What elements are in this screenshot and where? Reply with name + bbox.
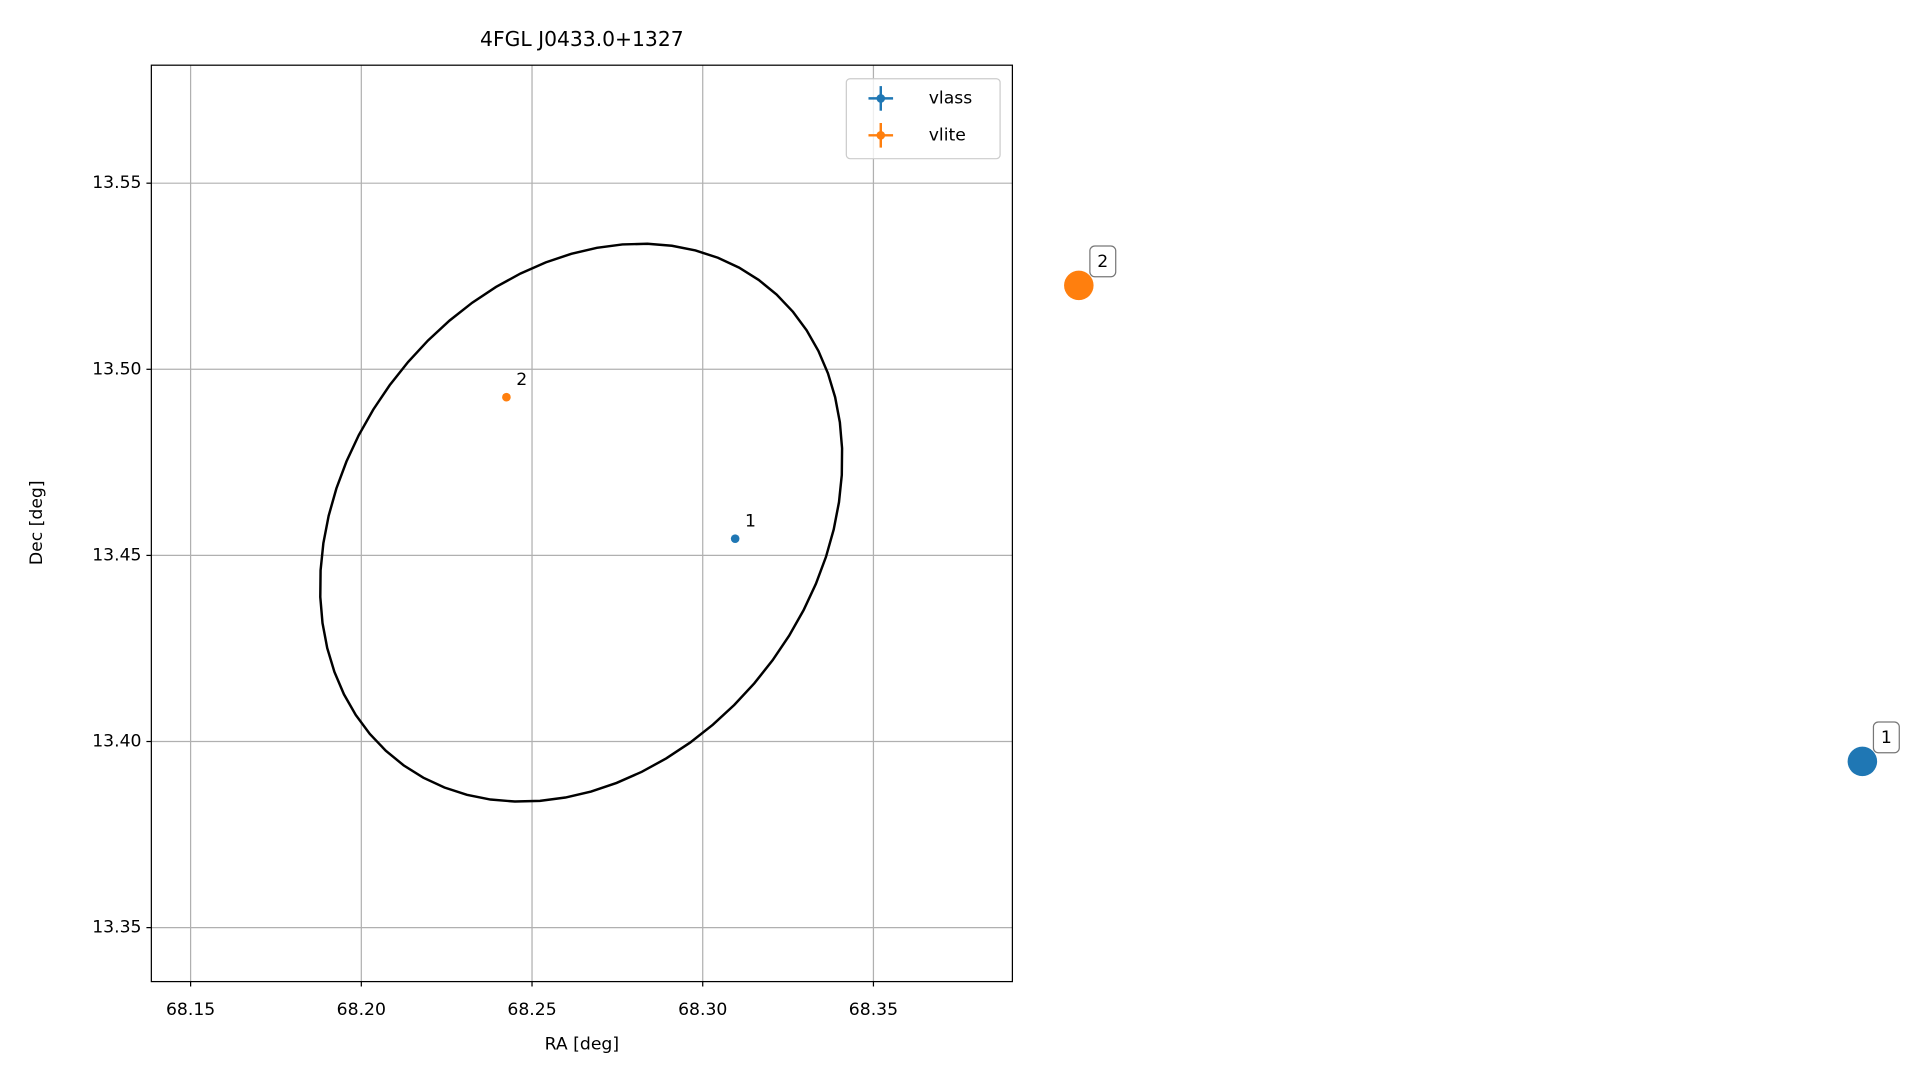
y-tick-label: 13.55 — [92, 173, 141, 193]
y-tick-label: 13.45 — [92, 545, 141, 565]
marker-label-box — [1089, 245, 1117, 278]
legend-marker — [876, 131, 886, 140]
y-tick-label: 13.35 — [92, 918, 141, 938]
plot: 12 — [319, 242, 844, 803]
point-label: 1 — [745, 511, 756, 531]
side-markers: 12 — [1064, 245, 1900, 777]
marker-label: 1 — [1881, 728, 1892, 748]
y-tick-label: 13.40 — [92, 732, 141, 752]
legend-box — [845, 78, 1001, 160]
marker-label-box — [1872, 721, 1900, 754]
legend-label: vlite — [929, 125, 966, 145]
x-tick-label: 68.30 — [678, 1000, 727, 1020]
outside-marker — [1064, 270, 1094, 301]
x-axis-label: RA [deg] — [545, 1034, 619, 1054]
x-tick-label: 68.25 — [507, 1000, 556, 1020]
y-axis-label: Dec [deg] — [27, 480, 47, 565]
x-tick-label: 68.15 — [166, 1000, 215, 1020]
chart-title: 4FGL J0433.0+1327 — [480, 27, 684, 51]
marker-label: 2 — [1097, 252, 1108, 272]
outside-marker — [1847, 746, 1878, 777]
legend-marker — [876, 94, 886, 103]
legend-label: vlass — [929, 88, 972, 108]
point — [730, 534, 740, 543]
x-tick-label: 68.35 — [849, 1000, 898, 1020]
x-tick-label: 68.20 — [337, 1000, 386, 1020]
point-label: 2 — [516, 370, 527, 390]
grid — [151, 65, 1013, 982]
legend: vlass vlite — [845, 78, 1001, 160]
axes-frame — [150, 64, 1014, 983]
error-ellipse — [319, 242, 844, 803]
point — [502, 392, 511, 402]
y-tick-label: 13.50 — [92, 359, 141, 379]
